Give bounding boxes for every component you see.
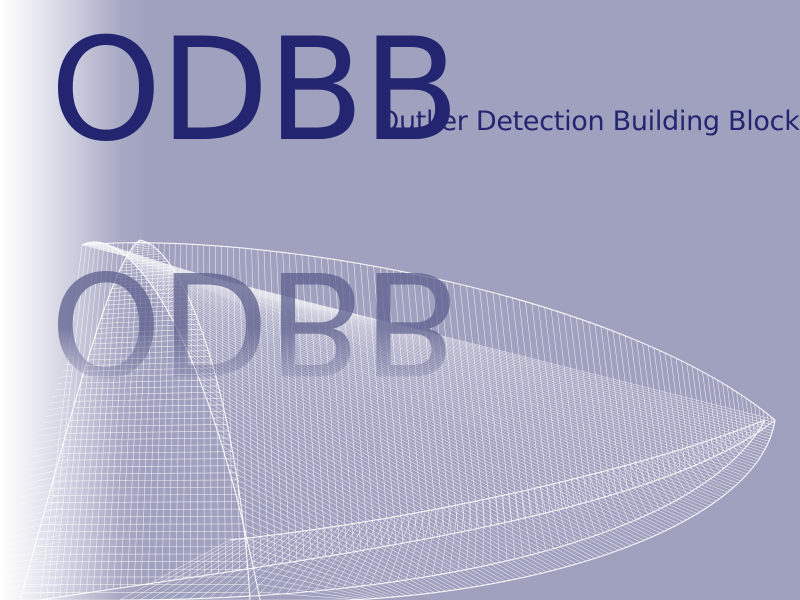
mesh-line xyxy=(81,242,776,421)
mesh-line xyxy=(349,419,776,600)
mesh-line xyxy=(229,419,766,541)
mesh-line xyxy=(19,239,141,600)
page-subtitle: Outlier Detection Building Block xyxy=(378,106,800,137)
mesh-line xyxy=(81,241,776,600)
mesh-line xyxy=(20,240,250,600)
mesh-line xyxy=(39,419,776,600)
mesh-line xyxy=(139,239,251,600)
mesh-line xyxy=(119,421,764,600)
mesh-line xyxy=(81,241,261,600)
page-title: ODBB xyxy=(50,8,460,173)
mesh-line xyxy=(119,419,766,600)
mesh-line xyxy=(0,345,75,600)
